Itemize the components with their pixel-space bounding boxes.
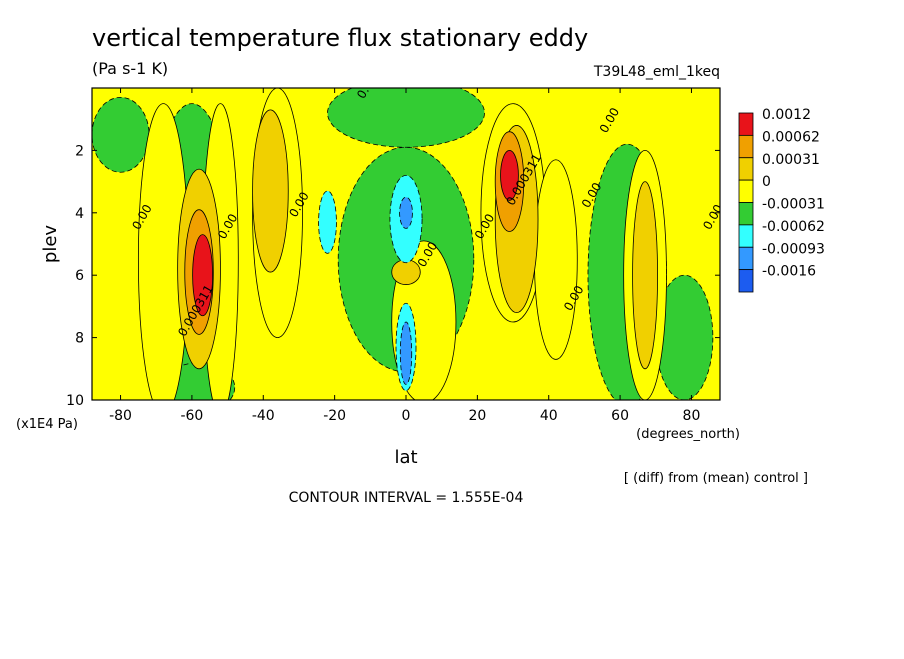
experiment-label: T39L48_eml_1keq xyxy=(593,64,720,80)
x-tick-label: -20 xyxy=(323,408,346,424)
contour-region xyxy=(92,96,150,173)
y-tick-label: 10 xyxy=(66,393,84,409)
contour-interval: CONTOUR INTERVAL = 1.555E-04 xyxy=(289,490,524,506)
contour-region xyxy=(327,88,485,148)
contour-region xyxy=(500,149,519,201)
y-axis-label: plev xyxy=(40,225,61,264)
colorbar-label: 0.00031 xyxy=(762,152,820,168)
x-tick-label: -40 xyxy=(252,408,275,424)
contour-region xyxy=(399,321,413,385)
y-tick-label: 6 xyxy=(75,268,84,284)
chart-title: vertical temperature flux stationary edd… xyxy=(92,24,588,52)
colorbar-label: -0.00093 xyxy=(762,241,825,257)
colorbar-swatch xyxy=(738,112,754,136)
colorbar-swatch xyxy=(738,157,754,181)
colorbar-label: -0.0016 xyxy=(762,264,816,280)
chart-units: (Pa s-1 K) xyxy=(92,59,168,78)
x-tick-label: 80 xyxy=(683,408,701,424)
contour-region xyxy=(318,190,337,254)
colorbar-swatch xyxy=(738,179,754,203)
colorbar-swatch xyxy=(738,134,754,159)
contour-region xyxy=(632,181,658,370)
plot-area: 0.00 0.000.000.000.000.000.000.000.000.00… xyxy=(92,88,720,400)
x-tick-label: -80 xyxy=(109,408,132,424)
colorbar-label: 0.00062 xyxy=(762,129,820,145)
y-tick-label: 2 xyxy=(75,143,84,159)
colorbar-label: 0.0012 xyxy=(762,107,811,123)
x-tick-label: 60 xyxy=(611,408,629,424)
colorbar-swatch xyxy=(738,269,754,293)
colorbar-swatch xyxy=(738,246,754,271)
y-units-label: (x1E4 Pa) xyxy=(16,417,78,432)
x-units-label: (degrees_north) xyxy=(636,427,740,442)
diff-note: [ (diff) from (mean) control ] xyxy=(624,471,808,486)
colorbar-swatch xyxy=(738,224,754,248)
contour-region xyxy=(399,196,413,229)
colorbar-swatch xyxy=(738,202,754,226)
contour-region xyxy=(252,109,289,273)
x-tick-label: 0 xyxy=(402,408,411,424)
contour-region xyxy=(192,234,214,317)
x-tick-label: 20 xyxy=(468,408,486,424)
x-axis-label: lat xyxy=(394,447,417,468)
colorbar-label: -0.00062 xyxy=(762,219,825,235)
contour-region xyxy=(534,159,578,360)
x-tick-label: -60 xyxy=(180,408,203,424)
y-tick-label: 4 xyxy=(75,206,84,222)
y-tick-label: 8 xyxy=(75,331,84,347)
colorbar-label: 0 xyxy=(762,174,771,190)
x-tick-label: 40 xyxy=(540,408,558,424)
colorbar-label: -0.00031 xyxy=(762,197,825,213)
colorbar-legend: 0.0012 0.00062 0.00031 0 -0.00031 -0.00062 -0.… xyxy=(738,107,825,293)
